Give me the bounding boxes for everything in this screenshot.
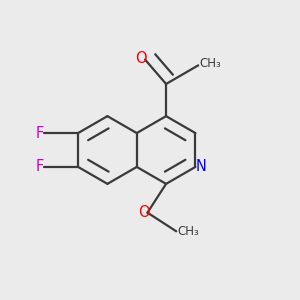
Text: CH₃: CH₃ xyxy=(200,57,221,70)
Text: F: F xyxy=(36,159,44,174)
Text: N: N xyxy=(195,159,206,174)
Text: F: F xyxy=(36,126,44,141)
Text: O: O xyxy=(135,51,147,66)
Text: CH₃: CH₃ xyxy=(177,225,199,238)
Text: O: O xyxy=(138,205,149,220)
